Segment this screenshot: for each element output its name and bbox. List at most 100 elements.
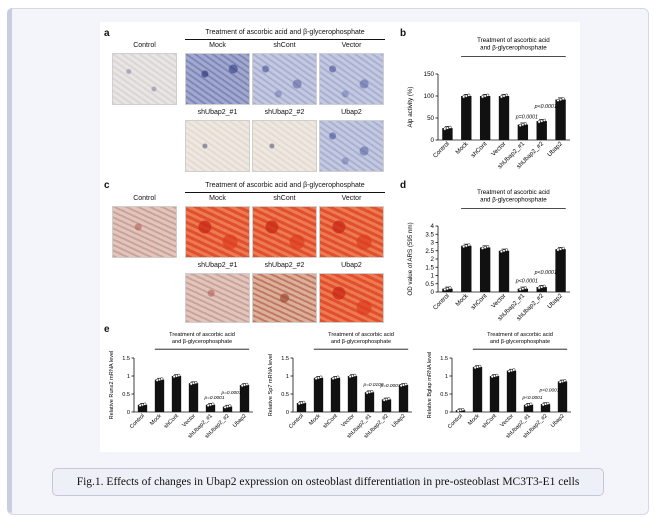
p-value-label: p=0.0001 xyxy=(515,115,538,121)
y-tick-label: 1.5 xyxy=(122,356,130,362)
x-tick-label: Control xyxy=(129,413,146,430)
data-point xyxy=(540,119,544,123)
data-point xyxy=(387,397,391,401)
panel-a-image-control xyxy=(112,53,177,105)
panel-a-image-ubap2 xyxy=(319,120,384,172)
data-point xyxy=(529,402,533,406)
data-point xyxy=(523,286,527,290)
y-tick-label: 50 xyxy=(427,115,434,122)
data-point xyxy=(160,377,164,381)
y-tick-label: 1.5 xyxy=(440,356,448,362)
card-accent-bar xyxy=(7,8,12,513)
p-value-label: p<0.0001 xyxy=(515,279,538,285)
panel-c-label-mock: Mock xyxy=(209,195,226,202)
treatment-label: Treatment of ascorbic acid xyxy=(477,189,550,196)
x-tick-label: shCont xyxy=(470,292,489,311)
panel-c-image-ubap2 xyxy=(319,273,384,323)
data-point xyxy=(443,287,447,292)
bar xyxy=(442,128,453,140)
data-point xyxy=(481,246,485,250)
y-tick-label: 0.5 xyxy=(281,392,289,398)
data-point xyxy=(523,122,527,126)
panel-c-image-shubap2-2 xyxy=(252,273,317,323)
y-tick-label: 2 xyxy=(431,256,435,263)
bar xyxy=(364,392,375,412)
data-point xyxy=(302,400,306,404)
data-point xyxy=(521,123,525,127)
data-point xyxy=(499,250,503,254)
x-tick-label: Ubap2 xyxy=(546,140,564,158)
y-axis-label: Alp activity (%) xyxy=(407,87,414,128)
x-tick-label: Mock xyxy=(308,413,322,427)
data-point xyxy=(546,401,550,405)
bar xyxy=(347,376,358,412)
panel-c-image-control xyxy=(112,206,177,258)
p-value-label: p=0.0001 xyxy=(221,390,242,396)
y-tick-label: 4 xyxy=(431,223,435,230)
data-point xyxy=(495,373,499,377)
data-point xyxy=(370,389,374,394)
chart-b: Alp activity (%) 0 50 100 150 Treatment of as… xyxy=(407,37,570,170)
x-tick-label: Mock xyxy=(149,413,163,427)
panel-a-image-shubap2-2 xyxy=(252,120,317,172)
treatment-label: and β-glycerophosphate xyxy=(490,339,550,345)
x-tick-label: Vector xyxy=(181,413,197,429)
bar xyxy=(489,376,500,412)
data-point xyxy=(353,373,357,377)
y-tick-label: 1 xyxy=(445,374,448,380)
bar xyxy=(555,99,566,140)
data-point xyxy=(467,243,471,247)
bar xyxy=(222,406,233,412)
data-point xyxy=(245,382,249,386)
x-tick-label: Vector xyxy=(490,140,507,157)
data-point xyxy=(559,97,563,102)
treatment-label: and β-glycerophosphate xyxy=(331,339,391,345)
panel-a-label-vector: Vector xyxy=(341,42,362,49)
bar xyxy=(479,96,491,140)
figure-caption: Fig.1. Effects of changes in Ubap2 expre… xyxy=(52,468,604,496)
data-point xyxy=(462,95,466,99)
data-point xyxy=(556,248,560,252)
y-tick-label: 3 xyxy=(431,240,435,247)
x-tick-label: Vector xyxy=(340,413,356,429)
data-point xyxy=(561,246,565,250)
panel-a-image-shcont xyxy=(252,53,317,105)
treatment-label: and β-glycerophosphate xyxy=(480,45,547,52)
data-point xyxy=(462,245,466,249)
y-tick-label: 1 xyxy=(127,374,130,380)
y-tick-label: 0 xyxy=(431,137,435,144)
panel-c-image-mock xyxy=(185,206,250,258)
data-point xyxy=(448,286,452,290)
panel-a-label-ubap2: Ubap2 xyxy=(341,109,362,116)
panel-a-header: Treatment of ascorbic acid and β-glycero… xyxy=(205,29,365,36)
bar xyxy=(381,399,392,412)
data-point xyxy=(561,97,565,101)
data-point xyxy=(540,285,544,289)
data-point xyxy=(483,245,487,250)
y-tick-label: 2.5 xyxy=(425,248,434,255)
y-tick-label: 0.5 xyxy=(425,281,434,288)
data-point xyxy=(194,380,198,385)
data-point xyxy=(537,120,541,124)
data-point xyxy=(486,245,490,249)
panel-a-label-shcont: shCont xyxy=(273,42,296,49)
y-tick-label: 0 xyxy=(127,410,130,416)
x-tick-label: Ubap2 xyxy=(550,413,566,429)
y-tick-label: 1 xyxy=(286,374,289,380)
y-tick-label: 1.5 xyxy=(425,264,434,271)
data-point xyxy=(499,95,503,99)
x-tick-label: Control xyxy=(432,140,451,159)
x-tick-label: Ubap2 xyxy=(391,413,407,429)
p-value-label: p=0.0109 xyxy=(363,382,384,388)
x-tick-label: Mock xyxy=(467,413,481,427)
bar xyxy=(313,377,324,412)
bar xyxy=(506,370,517,412)
y-tick-label: 0.5 xyxy=(440,392,448,398)
bar xyxy=(555,249,566,292)
bar xyxy=(479,247,491,292)
panel-c-label-shubap2-1: shUbap2_#1 xyxy=(197,262,238,269)
y-axis-label: OD value of ARS (595 nm) xyxy=(407,222,414,295)
treatment-label: and β-glycerophosphate xyxy=(172,339,232,345)
panel-letter-a: a xyxy=(104,28,110,39)
p-value-label: p<0.0001 xyxy=(534,270,557,276)
